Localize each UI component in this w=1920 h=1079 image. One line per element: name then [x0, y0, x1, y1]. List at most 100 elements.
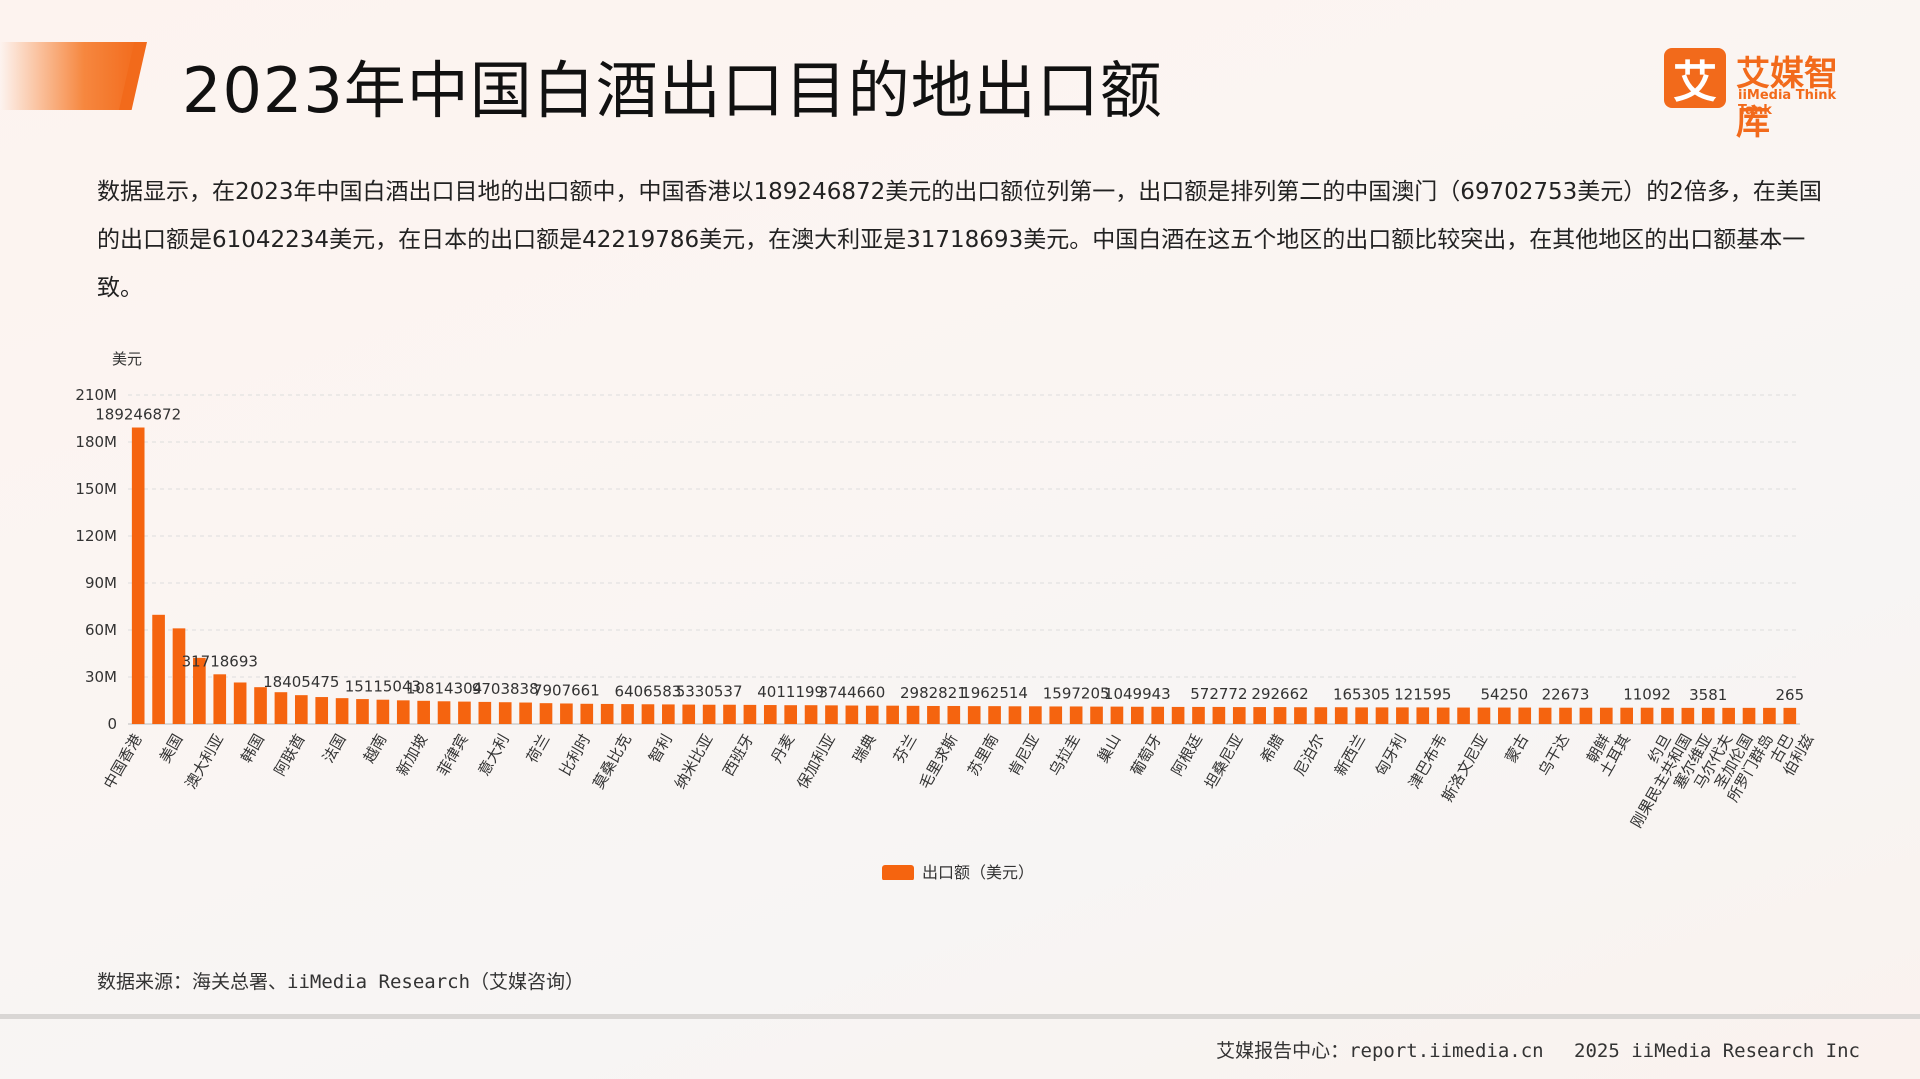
- bar-56: [1253, 707, 1266, 724]
- x-tick-label: 西班牙: [719, 731, 757, 779]
- data-label: 11092: [1623, 686, 1671, 704]
- bar-28: [682, 704, 696, 724]
- bar-59: [1314, 707, 1328, 724]
- data-label: 7907661: [533, 681, 600, 699]
- x-tick-label: 越南: [360, 731, 391, 766]
- x-tick-label: 阿联酋: [271, 731, 309, 779]
- bar-39: [906, 705, 920, 724]
- y-tick-label: 180M: [75, 433, 117, 451]
- bar-30: [723, 704, 736, 724]
- bar-51: [1151, 706, 1165, 724]
- y-tick-label: 30M: [85, 668, 117, 686]
- bar-9: [294, 695, 308, 724]
- page-title: 2023年中国白酒出口目的地出口额: [182, 54, 1163, 127]
- bar-62: [1375, 707, 1389, 724]
- bar-60: [1334, 707, 1348, 724]
- x-tick-label: 智利: [645, 731, 676, 766]
- legend-label: 出口额（美元）: [922, 863, 1034, 880]
- x-tick-label: 中国香港: [100, 731, 146, 792]
- y-tick-label: 150M: [75, 480, 117, 498]
- brand-logo: 艾 艾媒智库 iiMedia Think Tank: [1664, 44, 1864, 143]
- data-label: 2982821: [900, 684, 967, 702]
- x-tick-label: 新加坡: [393, 731, 431, 779]
- bar-24: [600, 703, 614, 724]
- bar-65: [1436, 707, 1450, 724]
- bar-37: [865, 705, 879, 724]
- bar-16: [437, 701, 451, 724]
- y-tick-label: 0: [107, 715, 117, 733]
- bar-48: [1090, 706, 1103, 724]
- bar-32: [763, 705, 777, 724]
- data-source: 数据来源：海关总署、iiMedia Research（艾媒咨询）: [97, 971, 585, 993]
- bar-58: [1294, 707, 1307, 724]
- data-label: 4011199: [757, 683, 824, 701]
- bar-31: [743, 704, 757, 724]
- bar-4: [193, 657, 206, 724]
- footer-divider: [0, 1014, 1920, 1019]
- bar-81: [1763, 707, 1776, 724]
- bar-40: [927, 705, 940, 724]
- logo-icon: 艾: [1664, 48, 1726, 108]
- x-tick-label: 意大利: [475, 731, 513, 779]
- x-tick-label: 丹麦: [768, 731, 799, 766]
- bar-34: [804, 705, 818, 724]
- bar-18: [478, 701, 492, 724]
- data-label: 9703838: [472, 680, 539, 698]
- bar-12: [356, 699, 369, 724]
- data-label: 265: [1775, 686, 1804, 704]
- x-tick-label: 法国: [319, 731, 350, 766]
- bar-66: [1457, 707, 1470, 724]
- data-label: 572772: [1190, 685, 1247, 703]
- bar-8: [274, 692, 288, 724]
- data-label: 10814304: [406, 679, 482, 697]
- bar-22: [560, 703, 573, 724]
- bar-45: [1029, 706, 1042, 724]
- bar-5: [213, 674, 227, 724]
- bar-15: [417, 700, 430, 724]
- x-tick-label: 保加利亚: [793, 731, 839, 792]
- bar-17: [458, 701, 471, 724]
- bar-41: [947, 705, 961, 724]
- logo-text-cn: 艾媒智库: [1736, 54, 1838, 143]
- bar-78: [1701, 707, 1715, 724]
- bar-27: [662, 704, 675, 724]
- x-tick-label: 肯尼亚: [1005, 731, 1043, 779]
- y-tick-label: 60M: [85, 621, 117, 639]
- bar-35: [825, 705, 838, 724]
- y-axis-unit: 美元: [112, 350, 142, 368]
- bar-67: [1477, 707, 1491, 724]
- bar-13: [376, 699, 390, 724]
- x-tick-label: 芬兰: [890, 731, 921, 766]
- data-label: 15115043: [345, 678, 421, 696]
- y-tick-label: 210M: [75, 386, 117, 404]
- bar-50: [1130, 706, 1144, 724]
- x-tick-label: 菲律宾: [434, 731, 472, 779]
- x-tick-label: 巢山: [1094, 731, 1125, 766]
- bar-21: [539, 703, 553, 724]
- data-label: 22673: [1542, 686, 1590, 704]
- x-tick-label: 阿根廷: [1168, 731, 1206, 779]
- data-label: 165305: [1333, 685, 1390, 703]
- bar-46: [1049, 706, 1063, 724]
- bar-14: [396, 700, 410, 724]
- bar-33: [784, 705, 798, 724]
- x-tick-label: 希腊: [1257, 731, 1288, 766]
- data-label: 5330537: [676, 683, 743, 701]
- bar-76: [1661, 707, 1674, 724]
- data-label: 1597205: [1043, 684, 1110, 702]
- bar-52: [1171, 706, 1185, 724]
- logo-text-en: iiMedia Think Tank: [1738, 88, 1837, 118]
- bar-26: [641, 704, 655, 724]
- bar-25: [621, 704, 634, 724]
- bar-11: [335, 698, 349, 724]
- x-tick-label: 坦桑尼亚: [1201, 731, 1247, 792]
- bar-23: [580, 703, 594, 724]
- x-tick-label: 新西兰: [1331, 731, 1369, 779]
- x-tick-label: 苏里南: [964, 731, 1002, 779]
- data-label: 31718693: [182, 652, 258, 670]
- x-tick-label: 乌拉圭: [1046, 731, 1084, 779]
- bar-3: [172, 628, 186, 724]
- bar-70: [1538, 707, 1552, 724]
- bar-55: [1232, 707, 1246, 724]
- x-tick-label: 乌干达: [1535, 731, 1573, 779]
